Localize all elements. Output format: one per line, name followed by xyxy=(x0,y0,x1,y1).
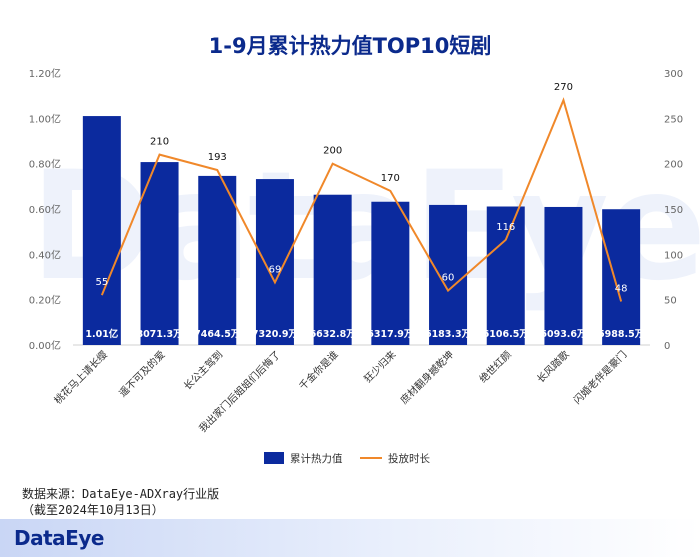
x-category-label: 遥不可及的爱 xyxy=(116,348,168,400)
x-category-label: 长公主驾到 xyxy=(182,349,226,393)
x-category-label: 长风踏歌 xyxy=(534,348,571,385)
brand-logo: DataEye xyxy=(14,526,104,550)
bars: 1.01亿 8071.3万 7464.5万 7320.9万 6632.8万 6317.9万… xyxy=(82,116,645,345)
line-path xyxy=(100,97,623,302)
x-category-label: 庶材翻身撼乾坤 xyxy=(397,348,456,407)
y-left-tick: 1.00亿 xyxy=(29,112,61,125)
legend: 累计热力值 投放时长 xyxy=(264,452,430,465)
line-data-label: 170 xyxy=(381,173,400,184)
y-right-tick: 300 xyxy=(664,69,683,80)
bar-data-label: 7464.5万 xyxy=(194,329,241,340)
line-data-label: 116 xyxy=(496,222,515,233)
bar-data-label: 6183.3万 xyxy=(425,329,472,340)
source-line: 数据来源：DataEye-ADXray行业版 xyxy=(22,487,220,501)
bar xyxy=(544,206,583,345)
line-data-label: 55 xyxy=(95,277,108,288)
bar-data-label: 8071.3万 xyxy=(136,329,183,340)
y-left-tick: 0.00亿 xyxy=(29,339,61,352)
bar xyxy=(140,162,179,345)
x-category-label: 绝世红颜 xyxy=(476,348,513,385)
bar xyxy=(429,204,468,345)
bar xyxy=(82,116,121,345)
legend-label-bar: 累计热力值 xyxy=(290,452,343,465)
line-data-label: 200 xyxy=(323,146,342,157)
bar-data-label: 6106.5万 xyxy=(483,329,530,340)
bar-data-label: 7320.9万 xyxy=(252,329,299,340)
bar xyxy=(255,179,294,345)
bar-data-label: 6632.8万 xyxy=(310,329,357,340)
x-category-label: 狂少归来 xyxy=(361,348,398,385)
line-data-label: 48 xyxy=(615,283,628,294)
combo-chart: 1.01亿 8071.3万 7464.5万 7320.9万 6632.8万 6317.9万… xyxy=(29,67,683,465)
source-note: 数据来源：DataEye-ADXray行业版 （截至2024年10月13日） xyxy=(22,486,219,518)
y-right-tick: 0 xyxy=(664,341,670,352)
bar-data-label: 6093.6万 xyxy=(540,329,587,340)
bar xyxy=(313,194,352,345)
line-data-label: 210 xyxy=(150,137,169,148)
x-category-label: 千金你是谁 xyxy=(296,348,341,393)
y-right-tick: 250 xyxy=(664,114,683,125)
source-date: （截至2024年10月13日） xyxy=(22,503,164,517)
y-left-tick: 0.60亿 xyxy=(29,203,61,216)
y-right-tick: 100 xyxy=(664,250,683,261)
y-left-tick: 0.80亿 xyxy=(29,158,61,171)
bar-data-label: 6317.9万 xyxy=(367,329,414,340)
line-data-label: 270 xyxy=(554,82,573,93)
bar-data-label: 5988.5万 xyxy=(598,329,645,340)
legend-swatch-bar xyxy=(264,452,284,464)
y-right-tick: 150 xyxy=(664,205,683,216)
axes: 0.00亿 0.20亿 0.40亿 0.60亿 0.80亿 1.00亿 1.20亿 0 50 10… xyxy=(29,67,683,435)
y-left-tick: 0.40亿 xyxy=(29,248,61,261)
x-category-label: 桃花马上请长缨 xyxy=(51,348,110,407)
bar xyxy=(371,201,410,345)
bar-data-label: 1.01亿 xyxy=(85,328,118,340)
bar xyxy=(486,206,525,345)
chart-title: 1-9月累计热力值TOP10短剧 xyxy=(208,34,492,58)
y-right-tick: 50 xyxy=(664,296,677,307)
footer-bar: DataEye xyxy=(0,519,700,557)
legend-label-line: 投放时长 xyxy=(388,452,430,465)
line-data-label: 69 xyxy=(269,264,282,275)
line-data-label: 60 xyxy=(442,273,455,284)
y-right-tick: 200 xyxy=(664,160,683,171)
y-left-tick: 1.20亿 xyxy=(29,67,61,80)
y-left-tick: 0.20亿 xyxy=(29,294,61,307)
x-category-label: 闪婚老伴是豪门 xyxy=(571,348,630,407)
bar xyxy=(198,175,237,345)
line-series: 55 210 193 69 200 170 60 116 270 48 xyxy=(95,82,628,302)
bar xyxy=(602,209,641,345)
line-data-label: 193 xyxy=(208,152,227,163)
